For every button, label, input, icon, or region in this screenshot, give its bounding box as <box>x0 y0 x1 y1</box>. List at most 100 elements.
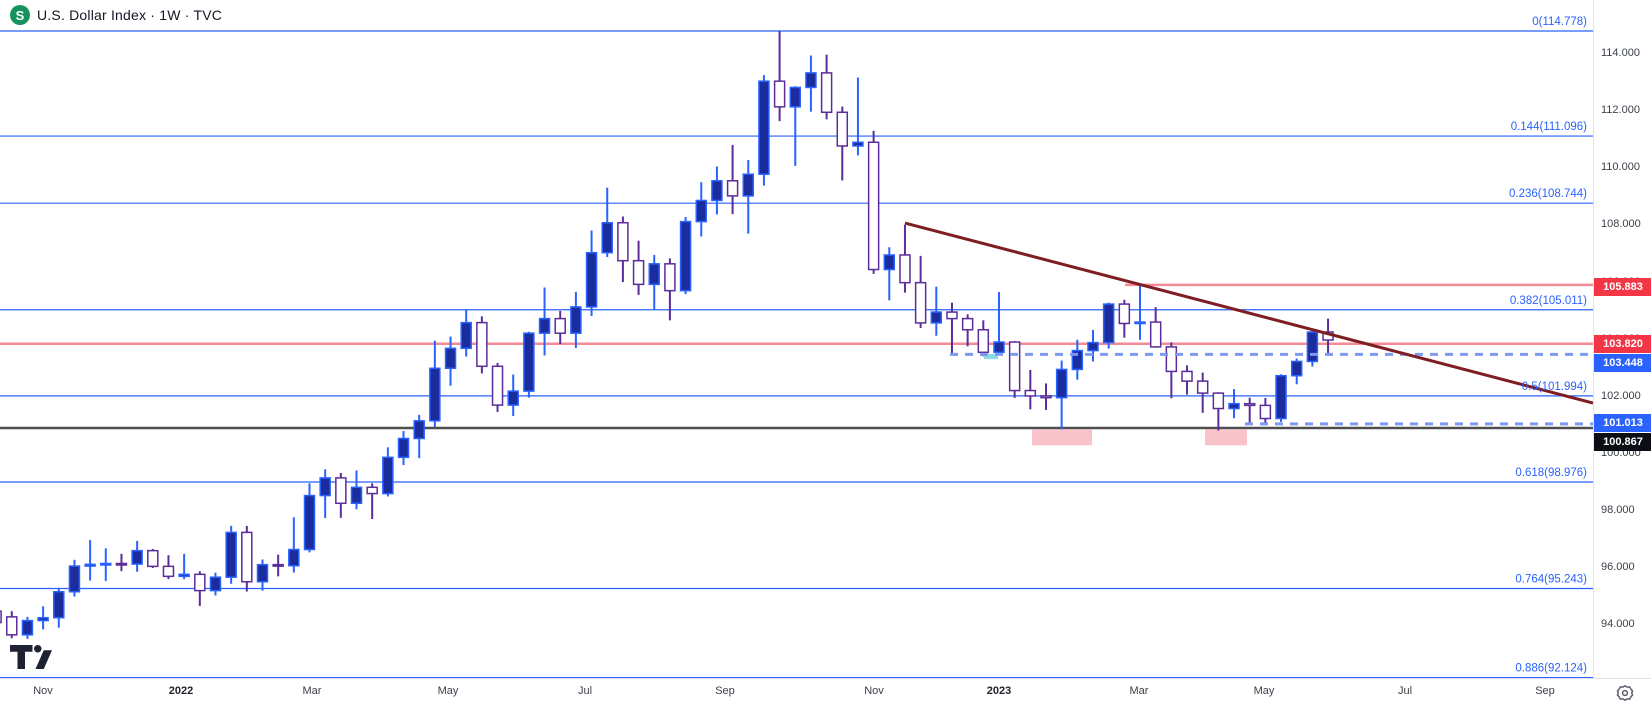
price-axis-tick: 96.000 <box>1601 560 1635 573</box>
candle-body-down <box>476 321 488 368</box>
candle-body-down <box>914 281 927 324</box>
candle-body-up <box>225 531 237 578</box>
chart-plot-area[interactable]: 0(114.778) 0.144(111.096) 0.236(108.744) 0.… <box>0 0 1593 678</box>
candle-body-up <box>209 576 222 592</box>
support-zone-box[interactable] <box>1032 429 1092 446</box>
candle-body-down <box>1212 392 1225 410</box>
fib-level-label: 0.236(108.744) <box>1509 188 1587 200</box>
candle-body-down <box>0 610 2 624</box>
price-axis-tick: 110.000 <box>1601 161 1640 174</box>
candle-body-down <box>147 549 159 568</box>
candle-body-up <box>742 173 755 197</box>
candle-body-up <box>303 494 316 551</box>
time-axis-tick: Nov <box>33 685 53 697</box>
candle-body-down <box>1149 321 1162 348</box>
candle-body-down <box>632 259 645 286</box>
fib-level-label: 0(114.778) <box>1532 16 1587 28</box>
symbol-title-bar[interactable]: S U.S. Dollar Index · 1W · TVC <box>10 5 222 25</box>
candle-body-down <box>366 486 378 495</box>
price-axis[interactable]: 114.000112.000110.000108.000106.000104.0… <box>1593 0 1651 678</box>
candle-body-down <box>820 72 833 114</box>
settings-icon[interactable] <box>1616 684 1636 702</box>
candle-body-up <box>53 591 65 619</box>
candle-body-up <box>930 311 943 324</box>
candle-body-down <box>664 263 676 292</box>
candle-body-down <box>115 562 128 566</box>
candle-body-up <box>538 317 551 334</box>
candle-body-down <box>1008 341 1021 392</box>
candle-body-down <box>617 221 629 262</box>
candle-body-up <box>1306 331 1319 363</box>
fib-level-label: 0.764(95.243) <box>1515 574 1587 586</box>
candle-body-up <box>883 254 896 271</box>
candle-body-up <box>507 390 519 406</box>
candle-body-up <box>1071 349 1084 371</box>
time-axis[interactable]: Nov 2022 Mar May Jul Sep Nov 2023 Mar May Jul Sep <box>0 678 1651 705</box>
price-line-label: 105.883 <box>1594 278 1651 296</box>
cyan-mark <box>984 354 998 360</box>
time-axis-tick: May <box>437 685 459 697</box>
candle-body-down <box>836 111 849 147</box>
candle-body-up <box>585 251 598 308</box>
price-line-label: 103.820 <box>1594 335 1651 353</box>
candle-body-up <box>84 563 96 567</box>
candle-body-up <box>429 367 441 422</box>
candle-body-up <box>256 563 269 583</box>
candle-body-down <box>961 317 974 331</box>
candle-body-up <box>1134 321 1146 325</box>
time-axis-tick: Mar <box>302 685 322 697</box>
candle-body-up <box>1055 368 1068 399</box>
price-line-label: 101.013 <box>1594 414 1651 432</box>
price-axis-tick: 94.000 <box>1601 618 1635 630</box>
candle-body-up <box>319 477 331 497</box>
candle-body-down <box>899 254 911 284</box>
time-axis-tick: Sep <box>715 685 735 697</box>
candle-body-up <box>1290 360 1303 377</box>
time-axis-tick: Jul <box>577 685 593 697</box>
candle-body-down <box>977 329 990 354</box>
candle-body-up <box>1275 374 1287 420</box>
price-line-label: 103.448 <box>1594 354 1651 372</box>
candle-body-down <box>194 573 206 592</box>
candle-body-up <box>648 263 660 286</box>
support-zone-box[interactable] <box>1205 429 1247 446</box>
candle-body-up <box>444 347 457 370</box>
candle-body-down <box>946 311 958 320</box>
candle-body-up <box>993 341 1005 354</box>
candle-body-up <box>711 180 723 202</box>
candle-body-down <box>241 531 253 583</box>
time-axis-tick: Nov <box>864 685 884 697</box>
symbol-logo-icon: S <box>10 5 30 25</box>
price-axis-tick: 98.000 <box>1601 503 1635 516</box>
candle-body-up <box>131 549 143 565</box>
candle-body-up <box>37 616 49 622</box>
fib-level-label: 0.5(101.994) <box>1522 381 1587 393</box>
time-axis-tick: Sep <box>1535 685 1555 697</box>
candle-body-down <box>162 565 175 578</box>
candle-body-down <box>1181 370 1193 382</box>
time-axis-tick: Mar <box>1129 685 1149 697</box>
candle-body-down <box>491 365 504 406</box>
candle-body-up <box>382 456 394 495</box>
candle-body-down <box>1024 389 1037 397</box>
candle-body-down <box>6 616 18 636</box>
candlestick-chart[interactable]: 0(114.778) 0.144(111.096) 0.236(108.744) 0.… <box>0 0 1593 678</box>
price-axis-tick: 114.000 <box>1601 47 1640 60</box>
fib-level-label: 0.886(92.124) <box>1515 663 1587 675</box>
candle-body-up <box>789 86 802 108</box>
symbol-title: U.S. Dollar Index · 1W · TVC <box>37 7 223 23</box>
candle-body-up <box>178 573 190 578</box>
candle-body-down <box>867 141 880 271</box>
candle-body-up <box>695 199 707 223</box>
tradingview-logo-icon[interactable] <box>10 645 52 674</box>
price-line-label: 100.867 <box>1594 433 1651 451</box>
candle-body-up <box>413 420 425 440</box>
candle-body-up <box>679 220 692 292</box>
candle-body-up <box>350 486 363 505</box>
descending-trendline[interactable] <box>904 221 1593 405</box>
candle-body-up <box>21 619 34 636</box>
candle-body-down <box>1243 402 1256 407</box>
candle-body-down <box>1196 380 1209 394</box>
candle-body-up <box>460 321 472 350</box>
candle-body-down <box>272 563 284 567</box>
